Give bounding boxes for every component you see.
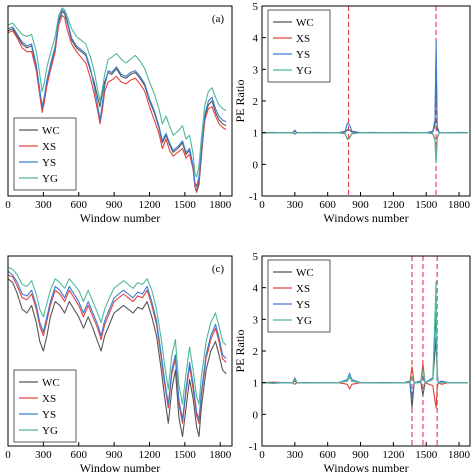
x-tick-label: 1500 — [415, 449, 438, 461]
panel-label: (c) — [212, 263, 225, 275]
x-tick-label: 300 — [287, 199, 304, 211]
y-tick-label: 3 — [253, 64, 259, 76]
y-tick-label: 5 — [253, 251, 259, 263]
x-tick-label: 1200 — [382, 199, 405, 211]
y-tick-label: -1 — [249, 191, 258, 203]
x-axis-label: Windows number — [323, 461, 408, 474]
legend: WC XS YS YG — [267, 259, 331, 333]
x-tick-label: 1500 — [174, 449, 197, 461]
series-line-yg — [262, 280, 468, 384]
x-tick-label: 1800 — [448, 199, 471, 211]
y-axis-label: PE Ratio — [233, 329, 247, 372]
y-tick-label: -1 — [249, 441, 258, 453]
legend-label-xs: XS — [296, 33, 310, 45]
series-line-ys — [8, 270, 227, 420]
x-tick-label: 300 — [35, 449, 52, 461]
x-tick-label: 1500 — [174, 199, 197, 211]
plot-frame — [7, 255, 233, 447]
legend-label-yg: YG — [42, 173, 58, 185]
panel-label: (a) — [212, 13, 225, 25]
y-axis-label: PE Ratio — [233, 79, 247, 122]
x-tick-label: 1800 — [209, 199, 232, 211]
y-tick-label: 2 — [253, 96, 259, 108]
y-tick-label: 1 — [253, 128, 259, 140]
chart-panel-2: 0 300 600 900 1200 1500 1800 Window number (c) WC… — [5, 255, 233, 474]
legend-label-yg: YG — [42, 425, 58, 437]
x-tick-label: 1800 — [448, 449, 471, 461]
legend: WC XS YS YG — [13, 369, 77, 443]
y-tick-label: 5 — [253, 1, 259, 13]
y-tick-label: 2 — [253, 346, 259, 358]
x-tick-label: 0 — [259, 199, 265, 211]
legend-label-wc: WC — [296, 267, 314, 279]
series-group — [8, 7, 227, 193]
legend-label-xs: XS — [42, 141, 56, 153]
x-tick-label: 1200 — [138, 449, 161, 461]
x-tick-label: 600 — [70, 449, 87, 461]
legend: WC XS YS YG — [13, 117, 77, 191]
y-tick-label: 0 — [253, 159, 259, 171]
legend-label-ys: YS — [296, 299, 310, 311]
y-tick-label: 3 — [253, 314, 259, 326]
series-line-yg — [262, 132, 468, 164]
series-line-yg — [8, 266, 227, 405]
x-tick-label: 1500 — [415, 199, 438, 211]
series-line-xs — [8, 14, 227, 191]
x-tick-label: 0 — [5, 449, 11, 461]
x-tick-label: 900 — [106, 449, 123, 461]
legend-label-wc: WC — [42, 377, 60, 389]
chart-panel-0: 0 300 600 900 1200 1500 1800 Window number (a) WC… — [5, 5, 233, 225]
series-group — [262, 280, 468, 409]
x-tick-label: 600 — [70, 199, 87, 211]
y-tick-label: 4 — [253, 283, 259, 295]
series-group — [8, 266, 227, 438]
legend-label-wc: WC — [296, 17, 314, 29]
x-axis-label: Windows number — [323, 211, 408, 225]
x-tick-label: 300 — [35, 199, 52, 211]
x-tick-label: 900 — [106, 199, 123, 211]
x-tick-label: 1200 — [138, 199, 161, 211]
legend: WC XS YS YG — [267, 9, 331, 83]
x-tick-label: 300 — [287, 449, 304, 461]
x-tick-label: 900 — [352, 449, 369, 461]
x-tick-label: 600 — [319, 449, 336, 461]
legend-label-wc: WC — [42, 125, 60, 137]
legend-label-xs: XS — [42, 393, 56, 405]
legend-label-yg: YG — [296, 315, 312, 327]
legend-label-xs: XS — [296, 283, 310, 295]
series-line-ys — [8, 9, 227, 188]
y-tick-label: 4 — [253, 33, 259, 45]
series-line-yg — [8, 7, 227, 178]
y-tick-label: 0 — [253, 409, 259, 421]
x-axis-label: Window number — [80, 461, 161, 474]
x-axis-label: Window number — [80, 211, 161, 225]
plot-frame — [7, 5, 233, 197]
x-tick-label: 600 — [319, 199, 336, 211]
x-tick-label: 0 — [5, 199, 11, 211]
legend-label-ys: YS — [296, 49, 310, 61]
series-group — [262, 40, 468, 164]
series-line-wc — [8, 278, 227, 438]
series-line-xs — [8, 274, 227, 424]
x-tick-label: 1800 — [209, 449, 232, 461]
x-tick-label: 1200 — [382, 449, 405, 461]
legend-label-yg: YG — [296, 65, 312, 77]
legend-label-ys: YS — [42, 409, 56, 421]
legend-label-ys: YS — [42, 157, 56, 169]
x-tick-label: 0 — [259, 449, 265, 461]
y-tick-label: 1 — [253, 378, 259, 390]
x-tick-label: 900 — [352, 199, 369, 211]
